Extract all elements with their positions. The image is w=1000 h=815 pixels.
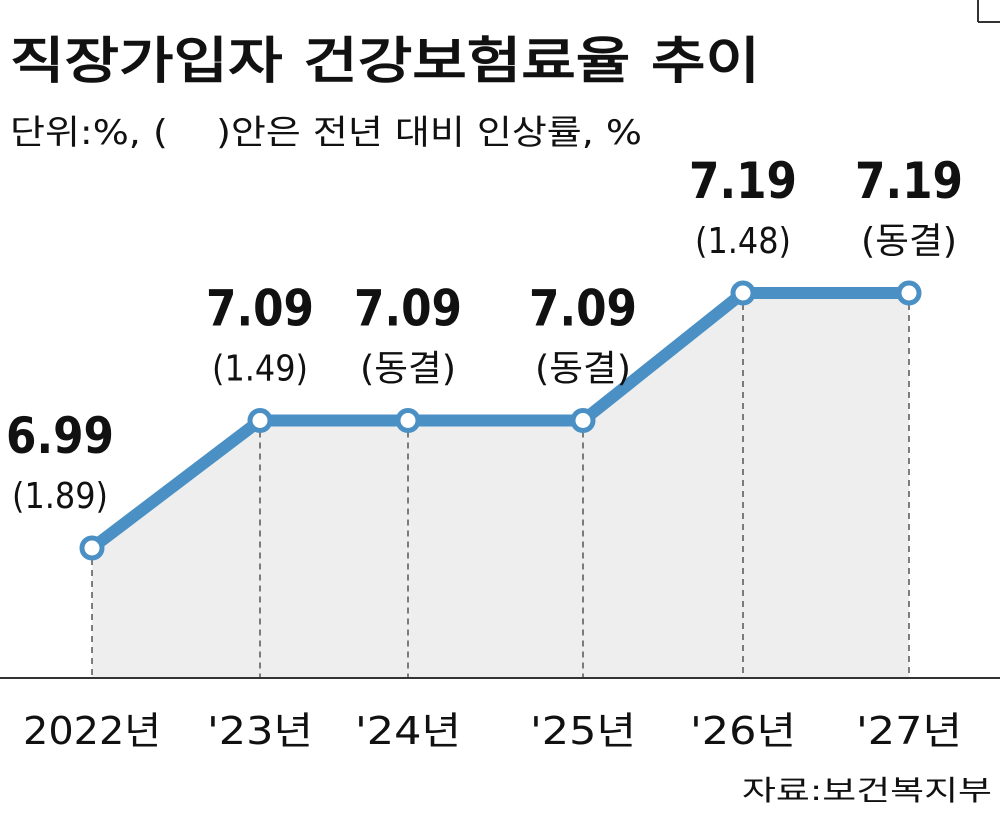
- change-label-4: (동결): [535, 349, 631, 390]
- value-label-2: 7.09: [206, 280, 314, 338]
- data-point-3: [395, 408, 421, 433]
- x-tick-label-1: 2022년: [23, 709, 161, 753]
- data-point-1: [79, 535, 105, 561]
- data-point-5: [730, 280, 756, 306]
- x-tick-label-6: '27년: [856, 709, 962, 753]
- change-label-1: (1.89): [12, 476, 108, 517]
- data-point-2: [247, 408, 273, 433]
- value-label-3: 7.09: [354, 280, 462, 338]
- x-tick-label-5: '26년: [690, 709, 796, 753]
- change-label-5: (1.48): [695, 221, 791, 262]
- change-label-3: (동결): [360, 349, 456, 390]
- data-point-4: [570, 408, 596, 433]
- series-line: [86, 287, 915, 554]
- source-note: 자료:보건복지부: [742, 774, 992, 807]
- change-label-2: (1.49): [212, 349, 308, 390]
- value-label-6: 7.19: [855, 152, 963, 210]
- x-tick-label-4: '25년: [530, 709, 636, 753]
- plot-area: 6.99 (1.89) 7.09 (1.49) 7.09 (동결) 7.09 (동결) 7.19…: [0, 152, 1000, 753]
- value-label-1: 6.99: [6, 407, 114, 465]
- chart-subtitle: 단위:%, ( )안은 전년 대비 인상률, %: [10, 113, 642, 153]
- data-point-6: [896, 280, 922, 306]
- value-label-4: 7.09: [529, 280, 637, 338]
- chart-title: 직장가입자 건강보험료율 추이: [10, 32, 760, 90]
- x-tick-label-2: '23년: [207, 709, 313, 753]
- value-label-5: 7.19: [689, 152, 797, 210]
- change-label-6: (동결): [861, 221, 957, 262]
- x-tick-label-3: '24년: [355, 709, 461, 753]
- area-fill: [92, 293, 909, 678]
